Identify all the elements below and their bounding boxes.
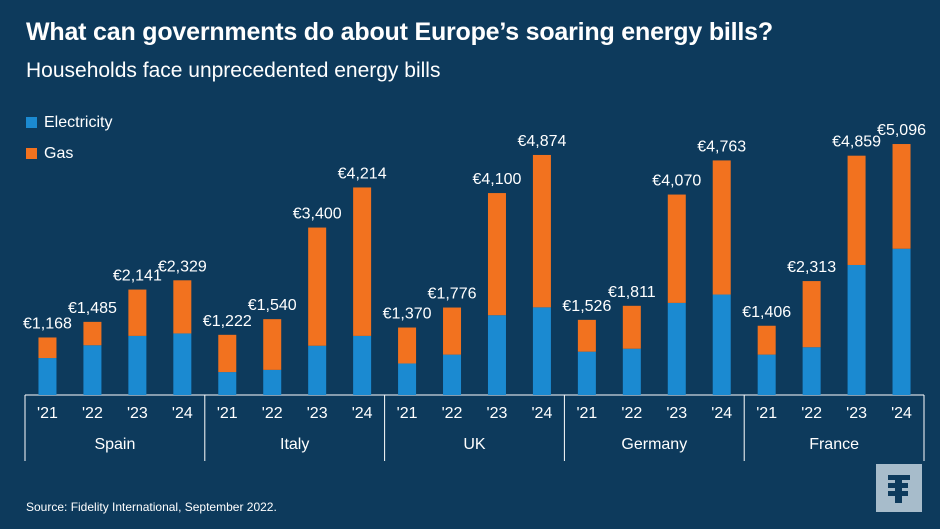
bar-electricity [487,315,506,395]
group-label: Germany [621,436,687,453]
total-label: €4,070 [652,173,701,190]
x-tick-label: '22 [262,405,283,422]
bar-gas [577,319,596,352]
legend-item-electricity: Electricity [26,107,112,138]
x-tick-label: '23 [846,405,867,422]
x-tick-label: '24 [352,405,373,422]
total-label: €4,874 [517,133,566,150]
total-label: €1,811 [608,284,656,301]
total-label: €1,485 [68,300,117,317]
bar-gas [487,193,506,316]
x-tick-label: '22 [82,405,103,422]
bar-gas [532,154,551,308]
x-tick-label: '23 [307,405,328,422]
total-label: €2,141 [113,268,162,285]
bar-electricity [443,354,462,395]
bar-gas [173,280,192,334]
bar-gas [847,155,866,265]
bar-electricity [577,351,596,395]
bar-electricity [308,345,327,395]
group-label: Italy [280,436,309,453]
total-label: €5,096 [877,122,926,139]
x-tick-label: '21 [397,405,418,422]
bar-electricity [173,333,192,395]
bar-electricity [757,354,776,395]
bar-electricity [667,302,686,395]
x-tick-label: '22 [442,405,463,422]
total-label: €1,370 [383,306,432,323]
x-tick-label: '21 [37,405,58,422]
total-label: €1,526 [562,298,611,315]
bar-gas [308,227,327,346]
bar-gas [667,194,686,303]
bar-gas [218,334,237,373]
x-tick-label: '21 [756,405,777,422]
legend-swatch-gas [26,148,37,159]
bar-gas [83,321,102,346]
bar-electricity [128,335,147,395]
total-label: €4,763 [697,138,746,155]
total-label: €1,776 [428,286,477,303]
bar-electricity [263,369,282,395]
group-label: Spain [94,436,135,453]
bar-gas [353,187,372,336]
bar-gas [128,289,147,336]
bar-electricity [712,294,731,395]
total-label: €3,400 [293,206,342,223]
bar-electricity [83,345,102,395]
chart-subtitle: Households face unprecedented energy bil… [26,59,441,82]
bar-electricity [353,335,372,395]
bar-gas [263,319,282,370]
x-tick-label: '23 [666,405,687,422]
total-label: €2,329 [158,258,207,275]
bar-electricity [622,348,641,395]
total-label: €1,406 [742,304,791,321]
total-label: €4,859 [832,134,881,151]
bar-gas [802,281,821,348]
legend: Electricity Gas [26,107,112,169]
bar-gas [712,160,731,295]
bar-electricity [398,363,417,395]
legend-item-gas: Gas [26,138,112,169]
x-tick-label: '22 [621,405,642,422]
bar-electricity [218,372,237,395]
bar-electricity [38,358,57,395]
bar-electricity [892,248,911,395]
bar-gas [757,325,776,355]
bar-gas [398,327,417,364]
total-label: €1,222 [203,313,252,330]
x-tick-label: '23 [127,405,148,422]
bar-electricity [847,264,866,395]
group-label: UK [463,436,486,453]
total-label: €1,540 [248,297,297,314]
bar-gas [622,305,641,349]
fidelity-logo-icon [876,464,922,512]
total-label: €1,168 [23,315,72,332]
x-tick-label: '24 [711,405,732,422]
bar-gas [443,307,462,355]
legend-label-gas: Gas [44,144,74,162]
total-label: €2,313 [787,259,836,276]
total-label: €4,214 [338,165,387,182]
x-tick-label: '24 [172,405,193,422]
x-tick-label: '21 [576,405,597,422]
x-tick-label: '21 [217,405,238,422]
x-tick-label: '22 [801,405,822,422]
bar-electricity [802,347,821,395]
legend-swatch-electricity [26,117,37,128]
x-tick-label: '24 [531,405,552,422]
bar-gas [38,337,57,359]
chart-title: What can governments do about Europe’s s… [26,18,773,46]
group-label: France [809,436,859,453]
legend-label-electricity: Electricity [44,113,113,131]
x-tick-label: '23 [487,405,508,422]
bar-electricity [532,307,551,395]
bar-gas [892,144,911,249]
total-label: €4,100 [473,171,522,188]
source-note: Source: Fidelity International, Septembe… [26,500,277,514]
x-tick-label: '24 [891,405,912,422]
